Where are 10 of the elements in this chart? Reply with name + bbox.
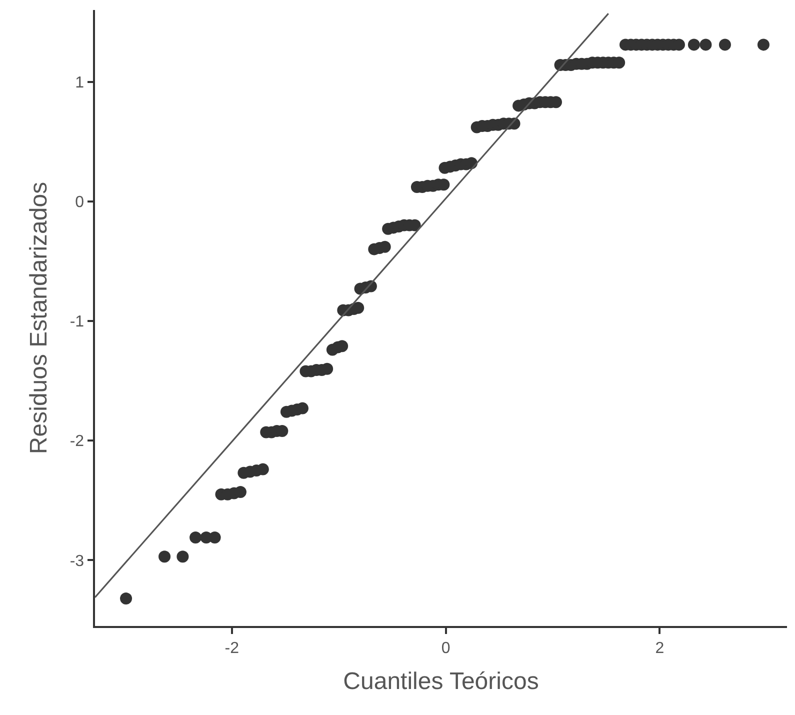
y-tick-label: 1: [75, 74, 84, 92]
x-tick-label: 2: [655, 640, 664, 657]
x-axis-title: Cuantiles Teóricos: [343, 668, 539, 695]
y-tick-label: -1: [70, 314, 84, 331]
y-tick-label: -3: [70, 552, 84, 570]
x-tick-label: -2: [224, 640, 240, 657]
y-tick-label: -2: [70, 433, 84, 450]
y-axis-title: Residuos Estandarizados: [25, 182, 52, 454]
y-tick-label: 0: [75, 194, 84, 211]
x-tick-label: 0: [441, 640, 450, 657]
